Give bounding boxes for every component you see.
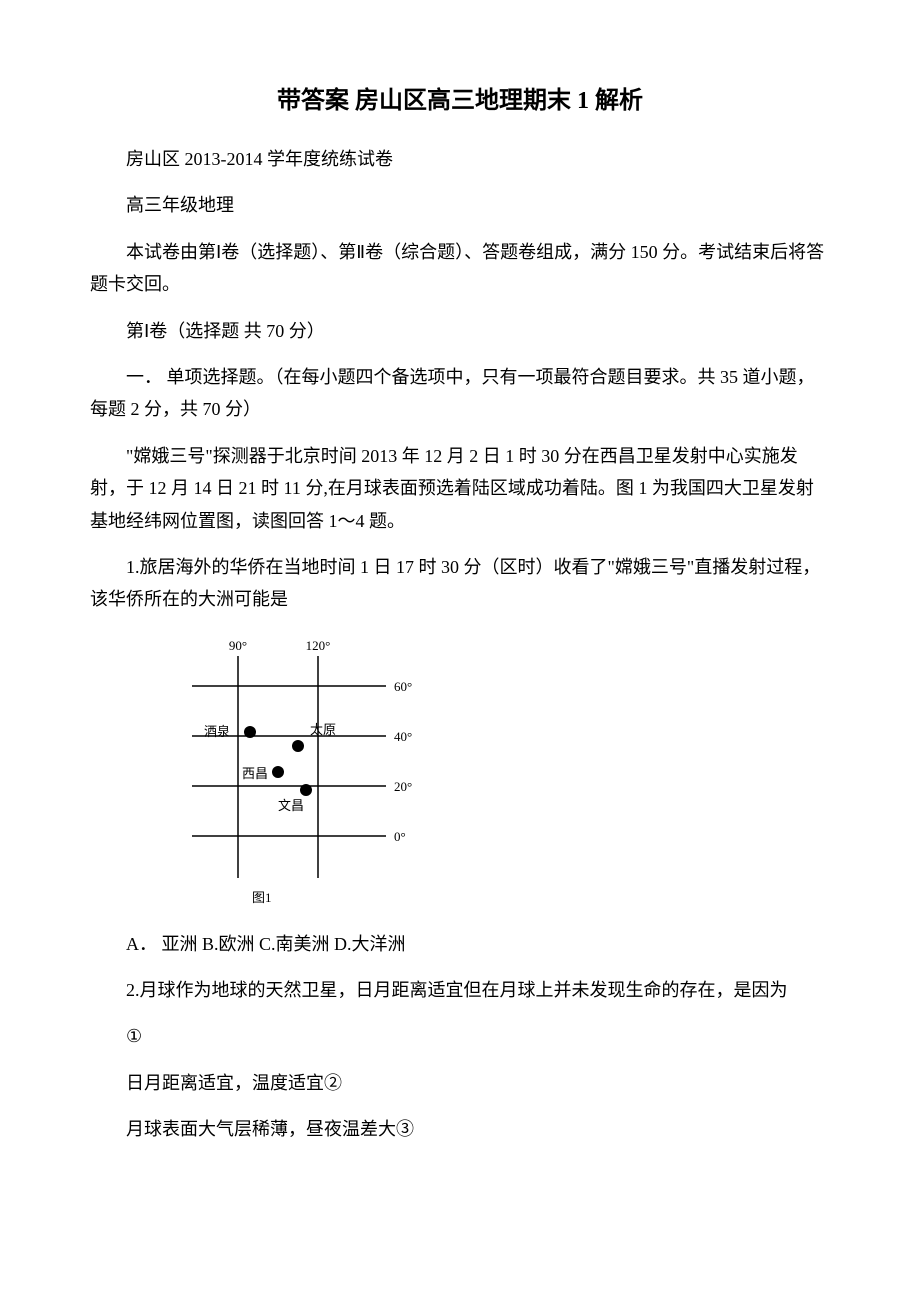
figure-1: 90° 120° 60° 40° 20° 0° 酒泉 太原西昌文昌图1 [180,630,830,920]
option-circle-1: ① [90,1020,830,1052]
svg-text:太原: 太原 [310,722,336,737]
document-title: 带答案 房山区高三地理期末 1 解析 [90,80,830,115]
svg-text:0°: 0° [394,829,406,844]
question-2: 2.月球作为地球的天然卫星，日月距离适宜但在月球上并未发现生命的存在，是因为 [90,974,830,1006]
paragraph-passage: "嫦娥三号"探测器于北京时间 2013 年 12 月 2 日 1 时 30 分在… [90,440,830,537]
svg-text:90°: 90° [229,638,247,653]
svg-text:酒泉: 酒泉 [204,724,230,739]
svg-text:120°: 120° [306,638,331,653]
svg-text:图1: 图1 [252,890,272,905]
svg-text:20°: 20° [394,779,412,794]
svg-text:文昌: 文昌 [278,798,304,813]
option-text-1: 日月距离适宜，温度适宜② [90,1067,830,1099]
svg-text:60°: 60° [394,679,412,694]
paragraph-directions: 一． 单项选择题。（在每小题四个备选项中，只有一项最符合题目要求。共 35 道小… [90,361,830,426]
paragraph-grade: 高三年级地理 [90,189,830,221]
question-1-options: A． 亚洲 B.欧洲 C.南美洲 D.大洋洲 [90,928,830,960]
svg-text:西昌: 西昌 [242,766,268,781]
paragraph-section1: 第Ⅰ卷（选择题 共 70 分） [90,315,830,347]
paragraph-instructions: 本试卷由第Ⅰ卷（选择题）、第Ⅱ卷（综合题）、答题卷组成，满分 150 分。考试结… [90,236,830,301]
svg-text:40°: 40° [394,729,412,744]
paragraph-source: 房山区 2013-2014 学年度统练试卷 [90,143,830,175]
question-1: 1.旅居海外的华侨在当地时间 1 日 17 时 30 分（区时）收看了"嫦娥三号… [90,551,830,616]
option-text-2: 月球表面大气层稀薄，昼夜温差大③ [90,1113,830,1145]
